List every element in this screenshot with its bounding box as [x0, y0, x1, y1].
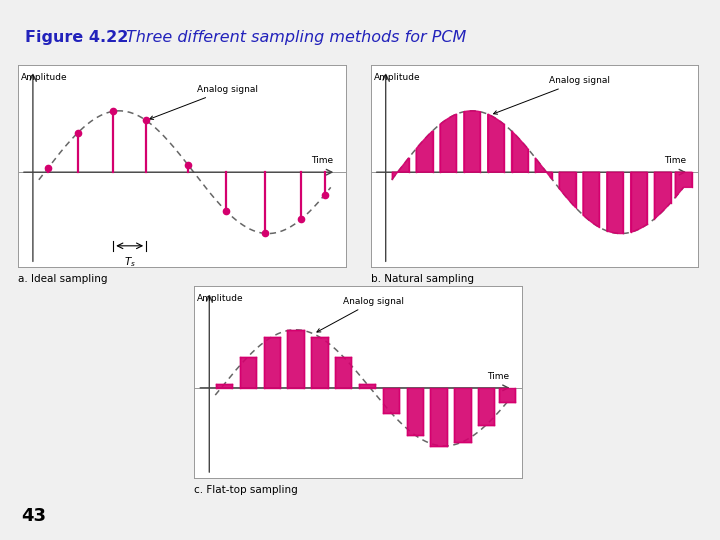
Text: Time: Time — [664, 156, 686, 165]
Polygon shape — [583, 172, 599, 227]
Polygon shape — [454, 388, 471, 442]
Polygon shape — [392, 158, 409, 179]
Text: Time: Time — [311, 156, 333, 165]
Polygon shape — [431, 388, 447, 445]
Polygon shape — [499, 388, 516, 402]
Polygon shape — [359, 384, 375, 388]
Polygon shape — [487, 114, 504, 172]
Polygon shape — [264, 337, 280, 388]
Polygon shape — [407, 388, 423, 435]
Text: b. Natural sampling: b. Natural sampling — [371, 274, 474, 285]
Polygon shape — [416, 131, 433, 172]
Text: Amplitude: Amplitude — [21, 73, 68, 83]
Text: $T_s$: $T_s$ — [124, 255, 135, 269]
Polygon shape — [511, 131, 528, 172]
Polygon shape — [216, 384, 233, 388]
Polygon shape — [335, 357, 351, 388]
Text: Time: Time — [487, 372, 510, 381]
Text: Amplitude: Amplitude — [197, 294, 244, 303]
Polygon shape — [607, 172, 624, 233]
Text: Figure 4.22: Figure 4.22 — [25, 30, 129, 44]
Polygon shape — [311, 337, 328, 388]
Polygon shape — [240, 356, 256, 388]
Polygon shape — [464, 111, 480, 172]
Polygon shape — [631, 172, 647, 232]
Polygon shape — [536, 158, 552, 179]
Text: Amplitude: Amplitude — [374, 73, 420, 83]
Text: Analog signal: Analog signal — [150, 85, 258, 119]
Text: Three different sampling methods for PCM: Three different sampling methods for PCM — [126, 30, 467, 44]
Polygon shape — [440, 114, 456, 172]
Text: 43: 43 — [22, 507, 47, 525]
Text: a. Ideal sampling: a. Ideal sampling — [18, 274, 107, 285]
Text: c. Flat-top sampling: c. Flat-top sampling — [194, 485, 298, 495]
Polygon shape — [654, 172, 671, 219]
Text: Analog signal: Analog signal — [493, 76, 611, 114]
Polygon shape — [675, 172, 692, 197]
Polygon shape — [383, 388, 399, 413]
Text: Analog signal: Analog signal — [317, 296, 405, 332]
Polygon shape — [559, 172, 575, 207]
Polygon shape — [287, 330, 304, 388]
Polygon shape — [478, 388, 495, 425]
